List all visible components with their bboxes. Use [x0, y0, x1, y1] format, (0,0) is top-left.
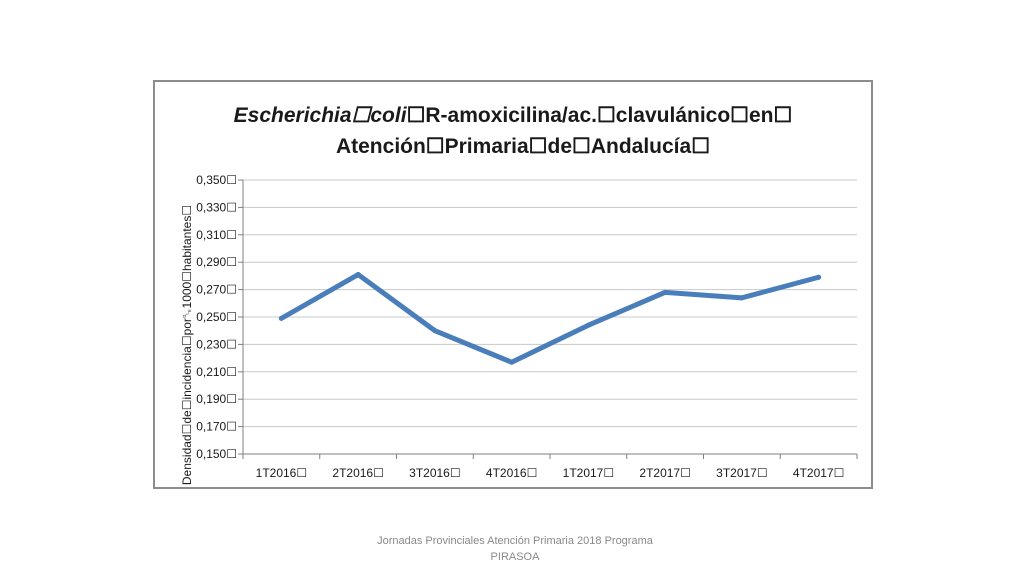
chart-frame: Escherichia☐coli☐R-amoxicilina/ac.☐clavu… [153, 80, 873, 489]
x-tick-label: 1T2016☐ [256, 466, 307, 480]
chart-title-line-1: Escherichia☐coli☐R-amoxicilina/ac.☐clavu… [234, 104, 793, 127]
y-tick-label: 0,210☐ [196, 365, 237, 379]
series-layer [278, 272, 822, 365]
y-tick-label: 0,170☐ [196, 420, 237, 434]
y-tick-label: 0,190☐ [196, 392, 237, 406]
data-point [432, 328, 438, 334]
y-axis-label: Densidad☐de☐incidencia☐por␐1000☐habitant… [180, 205, 194, 485]
slide-footer: Jornadas Provinciales Atención Primaria … [340, 533, 690, 565]
x-tick-label: 3T2017☐ [716, 466, 767, 480]
chart-title-rest-part: ☐R-amoxicilina/ac.☐clavulánico☐en☐ [407, 104, 793, 127]
axes [238, 179, 858, 459]
line-chart: Escherichia☐coli☐R-amoxicilina/ac.☐clavu… [180, 104, 858, 485]
x-tick-label: 3T2016☐ [409, 466, 460, 480]
x-tick-labels: 1T2016☐ 2T2016☐ 3T2016☐ 4T2016☐ 1T2017☐ 2T201… [256, 466, 845, 480]
data-point [509, 359, 515, 365]
x-tick-label: 2T2017☐ [639, 466, 690, 480]
data-point [585, 322, 591, 328]
y-tick-label: 0,270☐ [196, 283, 237, 297]
y-tick-label: 0,330☐ [196, 200, 237, 214]
x-tick-label: 4T2017☐ [793, 466, 844, 480]
series-line [278, 272, 822, 365]
gridlines [243, 179, 857, 428]
data-point [739, 295, 745, 301]
data-point [355, 272, 361, 278]
data-point [816, 274, 822, 280]
data-point [278, 315, 284, 321]
y-tick-label: 0,290☐ [196, 255, 237, 269]
footer-line-2: PIRASOA [490, 551, 540, 563]
x-tick-label: 4T2016☐ [486, 466, 537, 480]
y-tick-label: 0,230☐ [196, 337, 237, 351]
footer-line-1: Jornadas Provinciales Atención Primaria … [377, 535, 653, 547]
y-tick-label: 0,310☐ [196, 228, 237, 242]
chart-title-line-2: Atención☐Primaria☐de☐Andalucía☐ [336, 135, 710, 158]
y-tick-label: 0,150☐ [196, 447, 237, 461]
y-tick-label: 0,250☐ [196, 310, 237, 324]
y-tick-label: 0,350☐ [196, 173, 237, 187]
x-tick-label: 2T2016☐ [332, 466, 383, 480]
y-tick-labels: 0,150☐ 0,170☐ 0,190☐ 0,210☐ 0,230☐ 0,250☐ 0,27… [196, 173, 237, 461]
x-tick-label: 1T2017☐ [563, 466, 614, 480]
data-point [662, 289, 668, 295]
chart-title-italic-part: Escherichia☐coli [234, 104, 408, 127]
